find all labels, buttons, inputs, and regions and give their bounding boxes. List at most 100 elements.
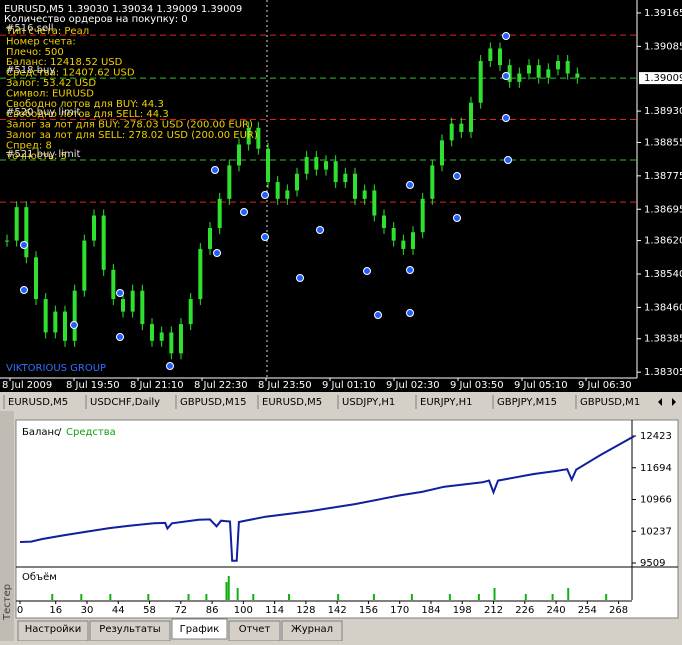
candle [169,332,174,354]
candle [34,257,38,300]
price-tick-label: 1.39165 [644,8,682,19]
candle [227,165,232,199]
volume-bar [236,588,239,600]
tester-x-label: 0 [17,605,23,616]
info-line: Номер счета: [6,36,76,47]
info-line: Залог за лот для BUY: 278.03 USD (200.00… [6,120,253,131]
volume-bar [187,594,190,600]
tester-tab[interactable]: Результаты [99,624,160,635]
tester-tab[interactable]: Настройки [25,624,81,635]
candle [449,123,454,141]
symbol-tabs [0,393,682,411]
order-marker [116,289,124,297]
candle [353,173,357,199]
time-label: 9 Jul 05:10 [514,380,568,391]
order-marker [502,114,510,122]
tester-x-label: 128 [296,605,315,616]
candle [82,240,87,291]
price-tick-label: 1.38620 [644,236,682,247]
order-marker [406,181,414,189]
tester-x-label: 268 [609,605,628,616]
price-tick-label: 1.38855 [644,137,682,148]
order-marker [166,362,174,370]
symbol-tab[interactable]: GBPUSD,M1 [580,397,640,408]
candle [130,290,135,312]
legend-balance: Баланс [22,427,60,438]
candle [246,127,251,145]
candle [266,148,270,183]
price-tick-label: 1.38695 [644,204,682,215]
candle [101,215,106,270]
symbol-tab[interactable]: USDJPY,H1 [342,397,395,408]
volume-bar [51,594,54,600]
candle [565,60,570,74]
symbol-tab[interactable]: USDCHF,Daily [90,397,160,408]
order-label: #516 sell [6,23,54,34]
order-label: #521 buy limit [6,149,81,160]
volume-bar [288,594,291,600]
symbol-tab[interactable]: GBPJPY,M15 [497,397,557,408]
candle [285,190,290,199]
order-marker [453,214,461,222]
info-line: Плечо: 500 [6,47,64,58]
tester-x-label: 58 [143,605,156,616]
tester-x-label: 212 [484,605,503,616]
candle [43,299,48,333]
symbol-tab[interactable]: GBPUSD,M15 [180,397,247,408]
candle [420,198,425,233]
price-tick-label: 1.38460 [644,302,682,313]
volume-bar [205,594,208,600]
candle [140,290,145,325]
symbol-tab[interactable]: EURJPY,H1 [420,397,473,408]
candle [53,311,58,333]
tester-tab[interactable]: Журнал [291,624,333,635]
candle [372,190,377,216]
candle [536,65,541,78]
symbol-tab[interactable]: EURUSD,M5 [262,397,322,408]
info-line: Залог за лот для SELL: 278.02 USD (200.0… [6,130,258,141]
candle [440,140,444,166]
time-label: 8 Jul 21:10 [130,380,184,391]
symbol-header: EURUSD,M5 1.39030 1.39034 1.39009 1.3900… [4,4,242,15]
volume-label: Объём [22,572,57,583]
price-tick-label: 1.39085 [644,41,682,52]
order-marker [20,286,28,294]
tester-x-label: 240 [547,605,566,616]
price-tick-label: 1.38930 [644,106,682,117]
candle [382,215,386,229]
order-marker [453,172,461,180]
order-marker [502,32,510,40]
tab-scroll-right[interactable] [672,398,676,406]
volume-bar [147,594,150,600]
volume-bar [605,594,608,600]
candle [459,123,464,132]
time-label: 8 Jul 19:50 [66,380,120,391]
candle [507,65,512,82]
legend-equity: Средства [66,427,116,438]
tester-side-label: Тестер [2,584,13,621]
tester-x-label: 254 [578,605,597,616]
time-label: 9 Jul 02:30 [386,380,440,391]
tab-scroll-left[interactable] [658,398,662,406]
candle [411,232,415,249]
tester-x-label: 86 [206,605,219,616]
tester-tab[interactable]: Отчет [239,624,271,635]
candle [314,157,319,170]
symbol-tab[interactable]: EURUSD,M5 [8,397,68,408]
candle [517,73,522,82]
candle [14,207,19,241]
candle [92,215,96,241]
volume-bar [337,594,340,600]
tester-x-label: 30 [81,605,94,616]
tester-x-label: 226 [515,605,534,616]
volume-bar [372,594,375,600]
info-line: Тип счета: Реал [5,26,89,37]
volume-bar [252,594,255,600]
tester-tab[interactable]: График [180,624,220,635]
candle [343,173,348,183]
order-marker [213,249,221,257]
info-line: Свободно лотов для BUY: 44.3 [6,99,164,110]
order-marker [261,191,269,199]
candle [488,48,493,61]
order-marker [363,267,371,275]
